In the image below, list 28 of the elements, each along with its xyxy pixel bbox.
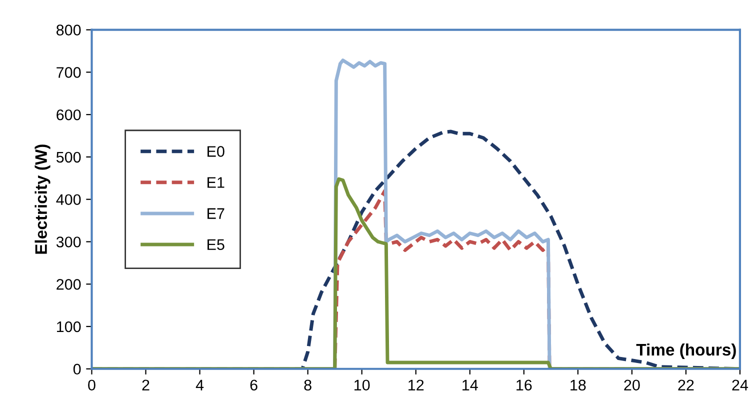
y-tick-label: 700: [56, 67, 81, 78]
y-tick-label: 600: [56, 109, 81, 120]
legend-label: E7: [208, 208, 224, 219]
x-tick-label: 2: [142, 380, 150, 390]
x-tick-label: 0: [88, 380, 96, 391]
x-tick-label: 4: [196, 380, 204, 390]
x-axis-title: Time (hours): [636, 343, 736, 359]
y-axis-title: Electricity (W): [34, 144, 50, 254]
x-tick-label: 20: [624, 380, 640, 391]
y-tick-label: 500: [56, 152, 81, 163]
y-tick-label: 400: [56, 194, 81, 206]
x-tick-label: 10: [354, 380, 370, 391]
y-tick-label: 100: [57, 321, 81, 332]
legend-label: E0: [208, 146, 224, 157]
x-tick-label: 12: [408, 380, 424, 390]
x-tick-label: 6: [250, 380, 258, 391]
x-tick-label: 18: [570, 380, 586, 391]
x-tick-label: 16: [516, 380, 532, 391]
x-tick-label: 8: [304, 380, 312, 391]
x-tick-label: 14: [462, 380, 478, 390]
x-tick-label: 24: [732, 380, 748, 390]
y-tick-label: 200: [56, 278, 81, 290]
legend-label: E5: [208, 239, 224, 250]
x-tick-label: 22: [678, 380, 694, 390]
y-tick-label: 0: [73, 364, 81, 375]
legend-label: E1: [208, 177, 224, 188]
y-tick-label: 300: [56, 236, 81, 248]
y-tick-label: 800: [56, 24, 81, 36]
